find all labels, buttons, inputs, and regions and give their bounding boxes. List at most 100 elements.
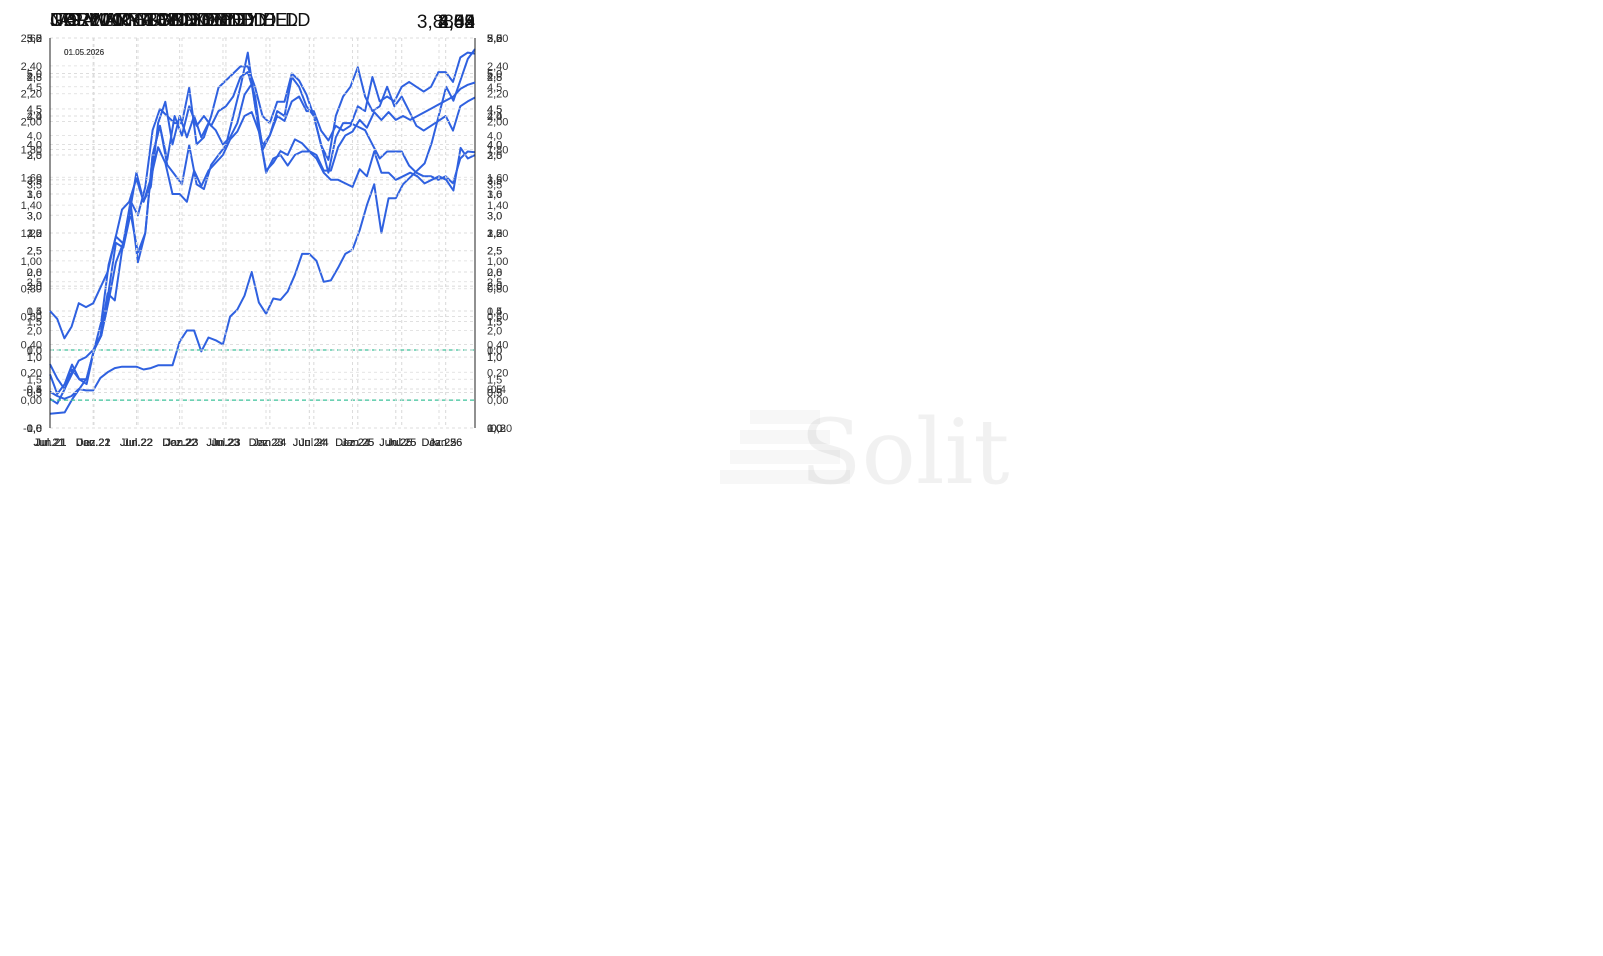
- y-tick-label-left: 2,5: [27, 228, 42, 240]
- y-tick-label-right: 0,80: [487, 284, 508, 296]
- last-value-label: 4,39: [438, 12, 475, 33]
- date-stamp: 01.05.2026: [64, 48, 105, 57]
- y-tick-label-left: 0,0: [27, 345, 42, 357]
- y-tick-label-right: 1,0: [487, 352, 502, 364]
- y-tick-label-right: -0,8: [487, 423, 506, 435]
- y-tick-label-left: 2,20: [21, 89, 42, 101]
- last-value-label: 4,43: [438, 12, 475, 33]
- x-tick-label: Jun.23: [206, 437, 239, 449]
- x-tick-label: Dez.24: [335, 437, 370, 449]
- y-tick-label-left: 1,5: [27, 374, 42, 386]
- x-tick-label: Dez.22: [162, 437, 197, 449]
- series-line: [49, 48, 476, 400]
- y-tick-label-left: 0,5: [27, 384, 42, 396]
- y-tick-label-left: 0,40: [21, 339, 42, 351]
- y-tick-label-right: 1,5: [487, 306, 502, 318]
- y-tick-label-left: 1,5: [27, 317, 42, 329]
- y-tick-label-right: 0,8: [487, 267, 502, 279]
- x-tick-label: Jun.21: [33, 437, 66, 449]
- y-tick-label-right: 1,20: [487, 228, 508, 240]
- x-tick-label: Jun.21: [33, 437, 66, 449]
- y-tick-label-left: 1,0: [27, 423, 42, 435]
- y-tick-label-right: 3,2: [487, 33, 502, 45]
- y-tick-label-right: 2,0: [487, 267, 502, 279]
- y-tick-label-left: 2,0: [27, 150, 42, 162]
- y-tick-label-left: 4,5: [27, 104, 42, 116]
- y-tick-label-right: 4,0: [487, 111, 502, 123]
- y-tick-label-left: 0,5: [27, 388, 42, 400]
- x-tick-label: Jan.25: [341, 437, 374, 449]
- chart-title: U.S. 2-YR BOND YIELD: [50, 10, 245, 30]
- y-tick-label-left: 0,5: [27, 388, 42, 400]
- date-stamp: 01.05.2026: [64, 48, 105, 57]
- x-tick-label: Jul.22: [123, 437, 152, 449]
- y-tick-label-right: 2,0: [487, 150, 502, 162]
- x-tick-label: Jan.26: [429, 437, 462, 449]
- x-tick-label: Dez.23: [249, 437, 284, 449]
- x-tick-label: Dez.22: [162, 437, 197, 449]
- x-tick-label: Jul.23: [211, 437, 240, 449]
- chart-panel-norway-10yr: NORWAY 10-YR BOND YIELD 4,43 0,0 0,0 0,5 0,5 1…: [0, 0, 530, 470]
- y-tick-label-right: 4,5: [487, 82, 502, 94]
- y-tick-label-right: 0,0: [487, 423, 502, 435]
- y-tick-label-right: 3,0: [487, 210, 502, 222]
- y-tick-label-right: 5,5: [487, 33, 502, 45]
- x-tick-label: Jan.26: [429, 437, 462, 449]
- y-tick-label-right: -0,20: [487, 423, 512, 435]
- last-value-label: 2,52: [438, 12, 475, 33]
- y-tick-label-left: 1,0: [27, 352, 42, 364]
- y-tick-label-right: 4,0: [487, 139, 502, 151]
- last-value-label: 3,85: [438, 12, 475, 33]
- y-tick-label-right: 5,5: [487, 33, 502, 45]
- y-tick-label-left: 0,20: [21, 367, 42, 379]
- y-tick-label-left: 1,20: [21, 228, 42, 240]
- y-tick-label-left: 3,0: [27, 189, 42, 201]
- x-tick-label: Jul.21: [35, 437, 64, 449]
- x-tick-label: Dez.23: [249, 437, 284, 449]
- y-tick-label-right: 0,0: [487, 423, 502, 435]
- chart-title: JAPAN 10-YR BOND YIELD: [50, 10, 276, 30]
- x-tick-label: Jul.22: [123, 437, 152, 449]
- y-tick-label-left: 3,0: [27, 210, 42, 222]
- y-tick-label-left: 2,5: [27, 277, 42, 289]
- x-tick-label: Dez.21: [76, 437, 111, 449]
- x-tick-label: Dez.22: [162, 437, 197, 449]
- x-tick-label: Jul.25: [387, 437, 416, 449]
- x-tick-label: Jun.22: [120, 437, 153, 449]
- y-tick-label-left: 0,00: [21, 395, 42, 407]
- y-tick-label-right: 1,40: [487, 200, 508, 212]
- y-tick-label-left: 4,0: [27, 139, 42, 151]
- y-tick-label-left: 3,5: [27, 175, 42, 187]
- y-tick-label-right: 4,0: [487, 131, 502, 143]
- y-tick-label-left: 0,80: [21, 284, 42, 296]
- y-tick-label-right: 3,5: [487, 150, 502, 162]
- y-tick-label-right: 2,60: [487, 33, 508, 45]
- x-tick-label: Jun.24: [293, 437, 326, 449]
- x-tick-label: Dez.24: [335, 437, 370, 449]
- x-tick-label: Jan.25: [341, 437, 374, 449]
- x-tick-label: Dez.25: [422, 437, 457, 449]
- x-tick-label: Dez.21: [76, 437, 111, 449]
- y-tick-label-right: 2,5: [487, 277, 502, 289]
- y-tick-label-right: 0,00: [487, 395, 508, 407]
- y-tick-label-left: 4,5: [27, 72, 42, 84]
- y-tick-label-left: 5,0: [27, 33, 42, 45]
- x-tick-label: Dez.25: [422, 437, 457, 449]
- y-tick-label-right: 1,0: [487, 352, 502, 364]
- y-tick-label-right: 2,4: [487, 111, 502, 123]
- y-tick-label-left: 3,0: [27, 210, 42, 222]
- y-tick-label-right: 1,5: [487, 374, 502, 386]
- y-tick-label-left: 4,0: [27, 139, 42, 151]
- y-tick-label-right: 1,2: [487, 228, 502, 240]
- y-tick-label-right: 2,5: [487, 246, 502, 258]
- chart-title: U.S. 10-YR BOND YIELD: [50, 10, 255, 30]
- y-tick-label-right: 2,5: [487, 246, 502, 258]
- y-tick-label-left: 0,60: [21, 312, 42, 324]
- y-tick-label-left: 2,5: [27, 246, 42, 258]
- x-tick-label: Jun.23: [206, 437, 239, 449]
- y-tick-label-right: 0,40: [487, 339, 508, 351]
- y-tick-label-right: 3,5: [487, 179, 502, 191]
- y-tick-label-right: 1,0: [487, 345, 502, 357]
- chart-svg: NORWAY 10-YR BOND YIELD 4,430,0 0,00,5 0,51…: [27, 10, 503, 449]
- y-tick-label-right: 4,5: [487, 104, 502, 116]
